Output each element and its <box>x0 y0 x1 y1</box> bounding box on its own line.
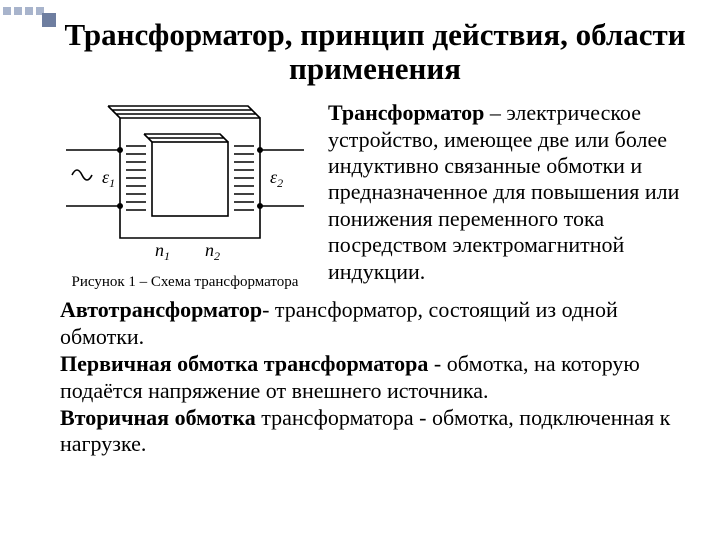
svg-text:n1: n1 <box>155 240 170 263</box>
label-e1-sub: 1 <box>109 176 115 190</box>
top-row: ε1 ε2 n1 n2 Рисунок 1 – Схема трансформа… <box>60 100 690 291</box>
slide-content: Трансформатор, принцип действия, области… <box>0 0 720 458</box>
para3-term: Первичная обмотка трансформатора <box>60 351 428 376</box>
definition-body: – электрическое устройство, имеющее две … <box>328 100 679 283</box>
label-n1: n <box>155 240 164 260</box>
label-n2-sub: 2 <box>214 249 220 263</box>
svg-text:n2: n2 <box>205 240 220 263</box>
page-title: Трансформатор, принцип действия, области… <box>60 18 690 86</box>
label-n1-sub: 1 <box>164 249 170 263</box>
figure-caption: Рисунок 1 – Схема трансформатора <box>60 274 310 291</box>
corner-decoration <box>3 2 47 20</box>
transformer-diagram: ε1 ε2 n1 n2 <box>60 100 310 268</box>
para4-term: Вторичная обмотка <box>60 405 256 430</box>
figure-column: ε1 ε2 n1 n2 Рисунок 1 – Схема трансформа… <box>60 100 310 291</box>
svg-text:ε1: ε1 <box>102 167 115 190</box>
label-e2-sub: 2 <box>277 176 283 190</box>
para2-term: Автотрансформатор <box>60 297 262 322</box>
definition-text: Трансформатор – электрическое устройство… <box>328 100 690 285</box>
svg-text:ε2: ε2 <box>270 167 283 190</box>
definition-term: Трансформатор <box>328 100 484 125</box>
body-text: Автотрансформатор- трансформатор, состоя… <box>60 297 690 458</box>
label-n2: n <box>205 240 214 260</box>
